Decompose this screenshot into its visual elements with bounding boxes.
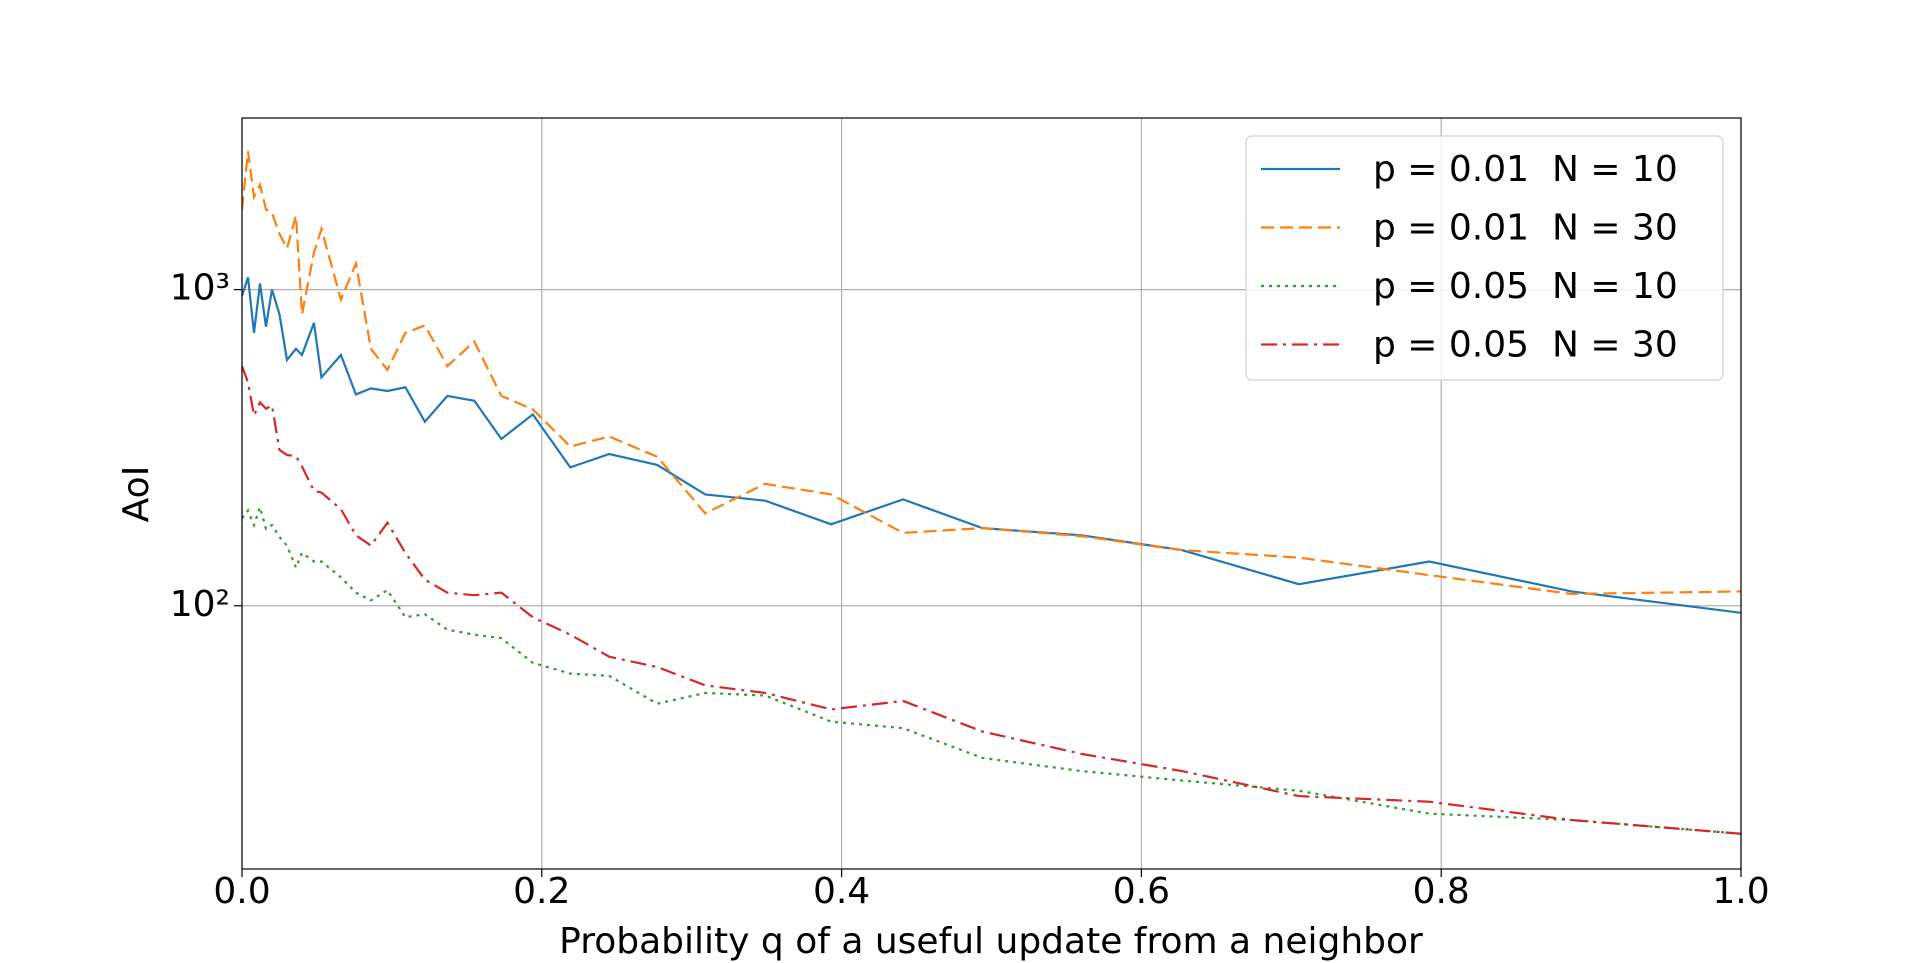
y-tick-label: 10³ [170,268,230,309]
legend-label: p = 0.01 N = 30 [1373,208,1678,249]
series-line [242,503,1741,835]
x-tick-label: 1.0 [1712,871,1769,912]
y-axis-label: AoI [116,466,157,523]
legend-label: p = 0.05 N = 10 [1373,266,1678,307]
plot-frame [241,117,1742,870]
legend-label: p = 0.05 N = 30 [1373,325,1678,366]
x-tick-label: 0.2 [513,871,570,912]
legend-label: p = 0.01 N = 10 [1373,149,1678,190]
series-line [242,276,1741,614]
x-tick-label: 0.8 [1413,871,1470,912]
x-tick-label: 0.4 [813,871,870,912]
legend-box [1245,135,1724,381]
x-tick-label: 0.0 [213,871,270,912]
x-axis-label: Probability q of a useful update from a … [559,921,1423,962]
series-line [242,365,1741,835]
x-tick-label: 0.6 [1113,871,1170,912]
y-tick-label: 10² [170,584,230,625]
